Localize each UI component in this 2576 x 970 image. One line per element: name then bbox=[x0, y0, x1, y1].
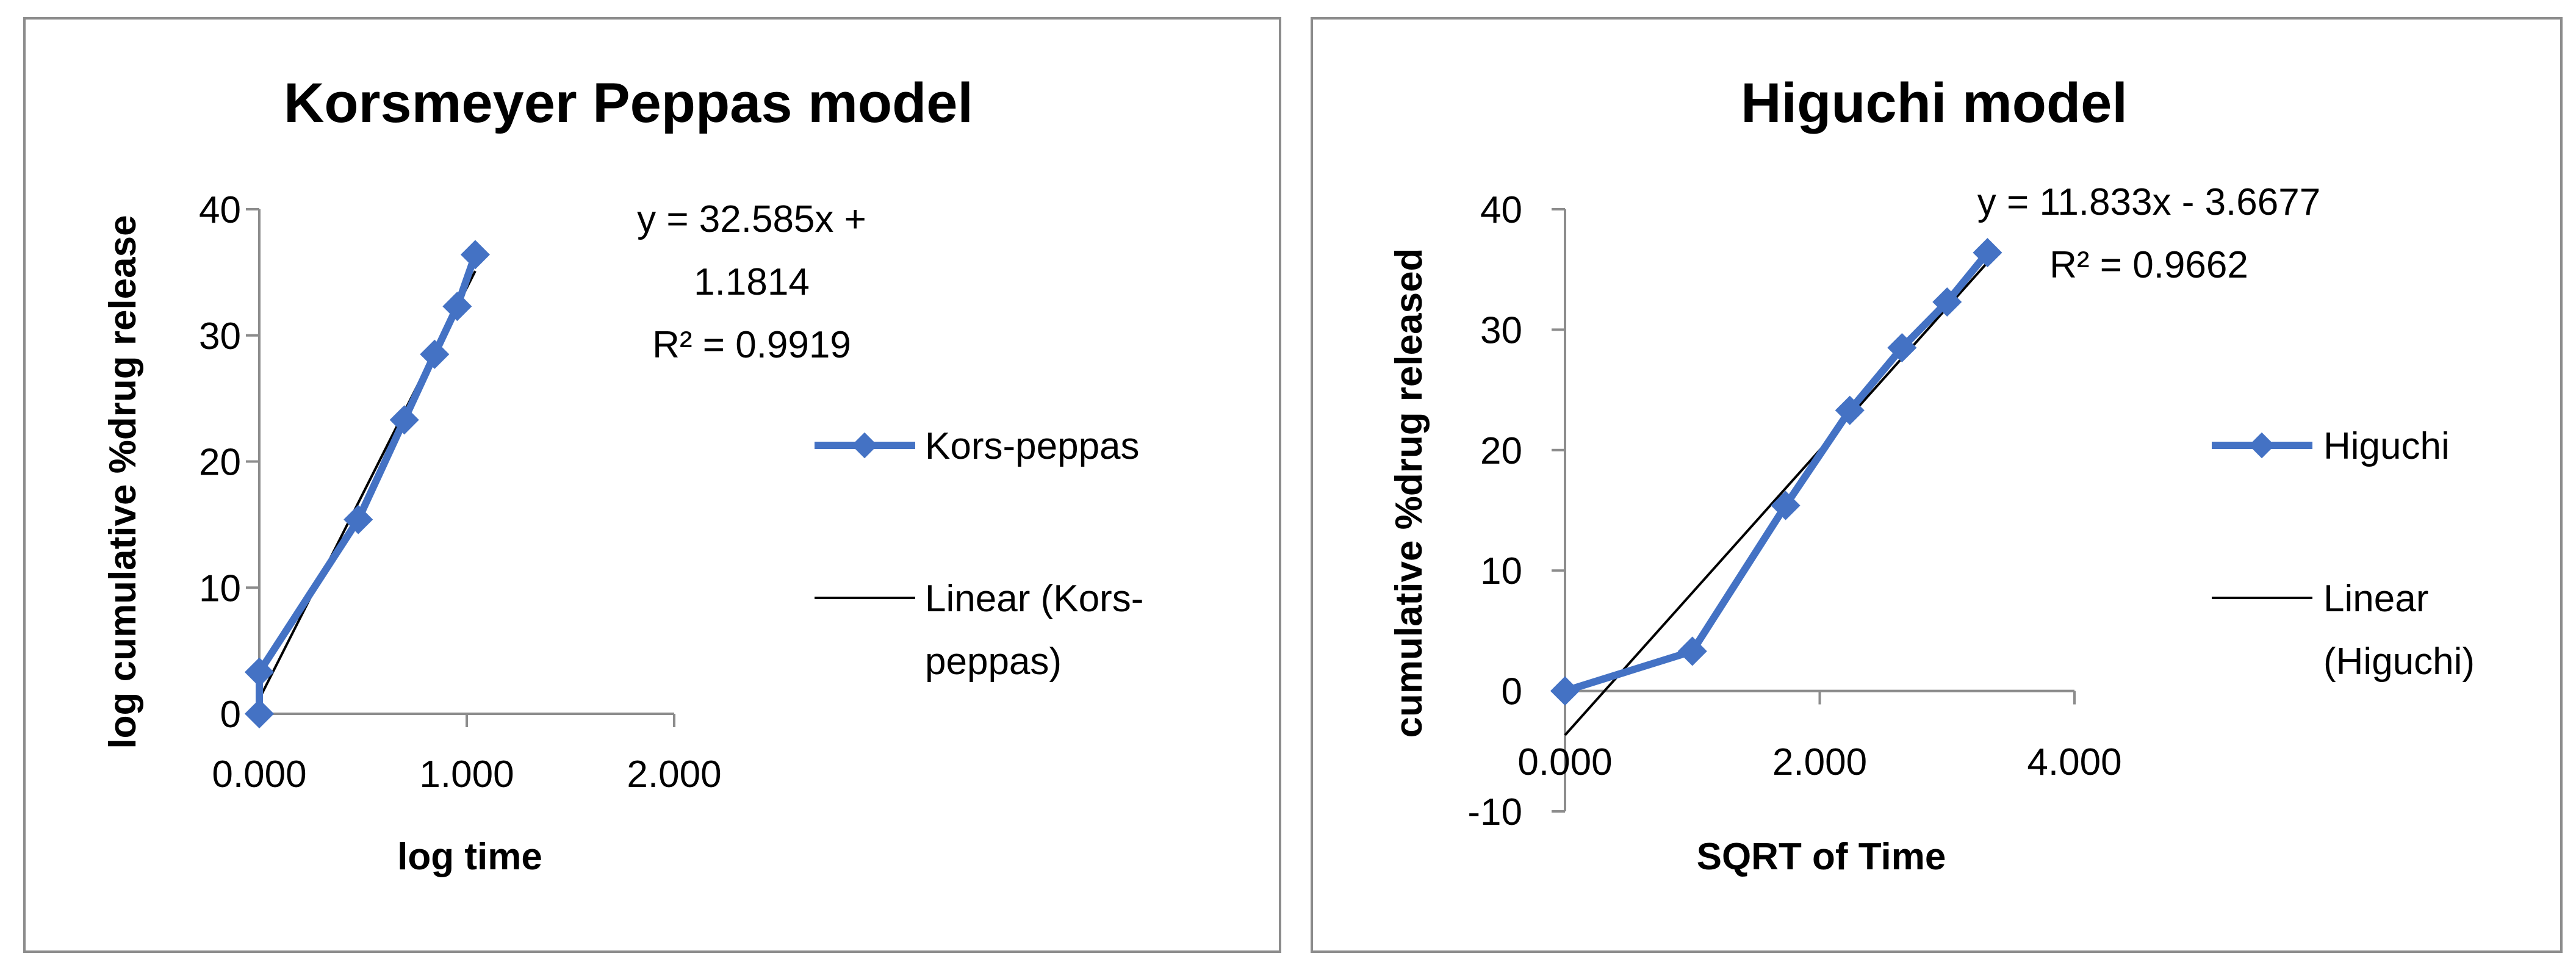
x-tick-label: 2.000 bbox=[1772, 741, 1867, 783]
data-point-marker bbox=[1932, 287, 1962, 317]
x-tick-labels: 0.000 2.000 4.000 bbox=[1517, 691, 2122, 783]
x-tick-label: 0.000 bbox=[1517, 741, 1612, 783]
legend-label-trend-2: peppas) bbox=[925, 641, 1062, 683]
x-tick-label: 0.000 bbox=[212, 753, 306, 796]
chart-title: Korsmeyer Peppas model bbox=[284, 72, 973, 134]
data-point-marker bbox=[460, 240, 490, 270]
y-tick-label: 40 bbox=[1480, 189, 1522, 231]
legend-label-series: Higuchi bbox=[2323, 425, 2450, 467]
legend-label-trend-1: Linear bbox=[2323, 578, 2428, 620]
legend: Higuchi Linear (Higuchi) bbox=[2212, 425, 2475, 683]
y-tick-label: 30 bbox=[199, 315, 241, 357]
y-axis-label: cumulative %drug released bbox=[1388, 248, 1430, 738]
x-axis-label: SQRT of Time bbox=[1697, 836, 1946, 878]
chart-frame bbox=[23, 17, 1281, 953]
y-tick-labels: -10 0 10 20 30 40 bbox=[1467, 189, 1565, 833]
series-group bbox=[1550, 238, 2002, 706]
trendline-r2: R² = 0.9919 bbox=[652, 324, 851, 366]
series-group bbox=[244, 240, 490, 729]
data-point-marker bbox=[420, 339, 450, 369]
y-tick-label: 40 bbox=[199, 189, 241, 231]
legend-label-series: Kors-peppas bbox=[925, 425, 1140, 467]
y-tick-label: 0 bbox=[1502, 671, 1522, 713]
x-axis-label: log time bbox=[397, 836, 542, 878]
data-point-marker bbox=[442, 292, 472, 322]
y-tick-label: 20 bbox=[1480, 430, 1522, 472]
data-point-marker bbox=[1973, 238, 2002, 268]
x-tick-label: 4.000 bbox=[2027, 741, 2121, 783]
y-axis-label: log cumulative %drug release bbox=[102, 215, 144, 749]
chart-title: Higuchi model bbox=[1741, 72, 2128, 134]
data-point-marker bbox=[1771, 490, 1801, 520]
data-point-marker bbox=[344, 505, 373, 534]
data-point-marker bbox=[1835, 395, 1865, 425]
x-tick-label: 1.000 bbox=[419, 753, 514, 796]
data-point-marker bbox=[1677, 636, 1707, 666]
x-tick-label: 2.000 bbox=[627, 753, 721, 796]
trendline bbox=[1564, 261, 1988, 736]
y-tick-label: 20 bbox=[199, 442, 241, 484]
trendline-r2: R² = 0.9662 bbox=[2049, 244, 2248, 286]
legend-label-trend-2: (Higuchi) bbox=[2323, 641, 2475, 683]
trendline-group bbox=[1564, 261, 1988, 736]
y-tick-label: -10 bbox=[1467, 791, 1522, 833]
y-tick-label: 10 bbox=[1480, 550, 1522, 592]
trendline-equation-line-1: y = 11.833x - 3.6677 bbox=[1977, 181, 2320, 223]
y-tick-label: 0 bbox=[220, 694, 241, 736]
data-point-marker bbox=[389, 405, 419, 435]
legend: Kors-peppas Linear (Kors- peppas) bbox=[815, 425, 1143, 683]
chart-higuchi: Higuchi model cumulative %drug released … bbox=[1311, 17, 2563, 953]
legend-label-trend-1: Linear (Kors- bbox=[925, 578, 1143, 620]
data-point-marker bbox=[1887, 332, 1917, 363]
chart-korsmeyer-peppas: Korsmeyer Peppas model log cumulative %d… bbox=[23, 17, 1281, 953]
legend-marker-diamond bbox=[851, 432, 878, 459]
y-tick-labels: 0 10 20 30 40 bbox=[199, 189, 259, 736]
y-tick-label: 10 bbox=[199, 567, 241, 609]
chart-frame bbox=[1311, 17, 2563, 953]
y-tick-label: 30 bbox=[1480, 309, 1522, 351]
data-point-marker bbox=[1550, 676, 1580, 706]
trendline-equation-line-1: y = 32.585x + bbox=[637, 198, 866, 240]
trendline-equation-line-2: 1.1814 bbox=[694, 261, 810, 303]
